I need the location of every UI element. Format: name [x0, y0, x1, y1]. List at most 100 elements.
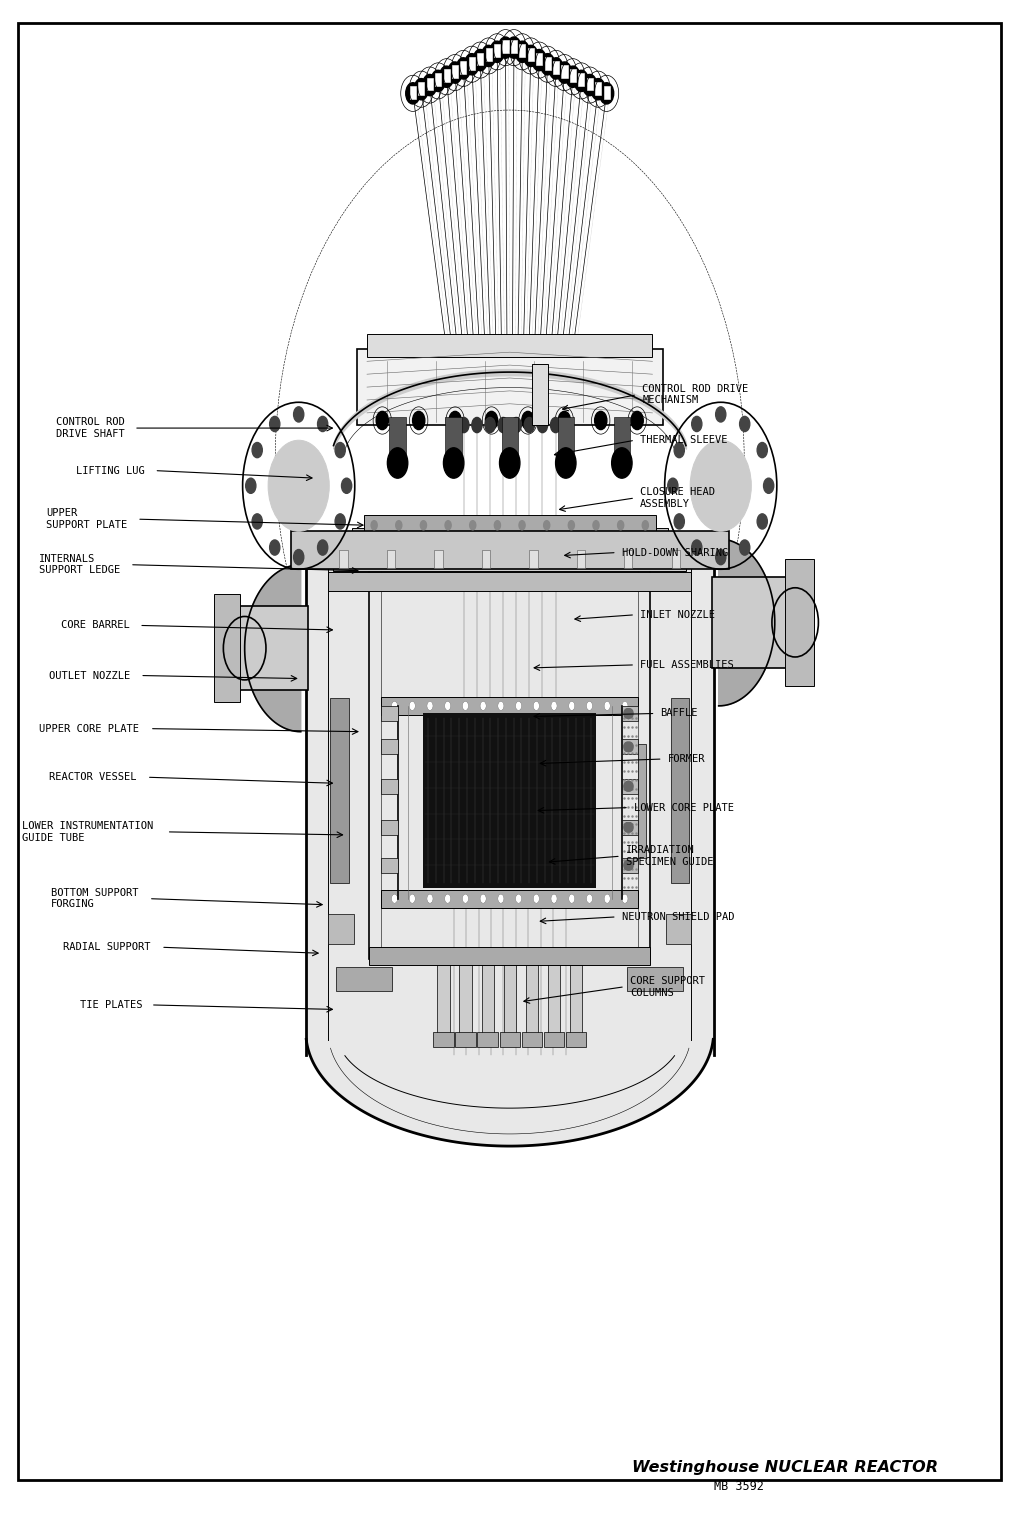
Bar [443, 70, 450, 82]
Bar [545, 56, 551, 70]
Bar [613, 417, 630, 463]
Circle shape [449, 411, 461, 430]
Bar [433, 1032, 454, 1047]
Text: NEUTRON SHIELD PAD: NEUTRON SHIELD PAD [622, 912, 734, 921]
Circle shape [523, 46, 538, 67]
Bar [329, 914, 353, 944]
Bar [381, 697, 638, 715]
Circle shape [443, 448, 464, 478]
Circle shape [410, 894, 416, 903]
Bar [622, 739, 638, 754]
Circle shape [568, 701, 574, 710]
Circle shape [480, 894, 486, 903]
Circle shape [624, 861, 630, 870]
Bar [389, 417, 406, 463]
Bar [548, 949, 560, 1040]
Text: OUTLET NOZZLE: OUTLET NOZZLE [49, 671, 130, 680]
Circle shape [587, 894, 593, 903]
Bar [410, 87, 416, 99]
Bar [494, 44, 500, 58]
Text: LIFTING LUG: LIFTING LUG [77, 466, 145, 475]
Circle shape [622, 894, 628, 903]
Bar [334, 546, 686, 571]
Bar [437, 949, 450, 1040]
Circle shape [757, 513, 767, 528]
Polygon shape [245, 565, 301, 732]
Bar [307, 546, 713, 1055]
Circle shape [414, 79, 428, 100]
Bar [504, 949, 516, 1040]
Text: CLOSURE HEAD
ASSEMBLY: CLOSURE HEAD ASSEMBLY [640, 487, 715, 509]
Circle shape [625, 742, 631, 751]
Circle shape [445, 521, 452, 530]
Bar [511, 39, 517, 53]
Bar [329, 572, 691, 591]
Bar [627, 967, 683, 991]
Circle shape [558, 411, 570, 430]
Bar [671, 698, 689, 883]
Circle shape [631, 411, 643, 430]
Text: FUEL ASSEMBLIES: FUEL ASSEMBLIES [640, 660, 734, 669]
Circle shape [463, 701, 468, 710]
Text: CONTROL ROD
DRIVE SHAFT: CONTROL ROD DRIVE SHAFT [56, 417, 125, 439]
Bar [521, 1032, 542, 1047]
Polygon shape [719, 539, 775, 706]
Circle shape [252, 443, 262, 457]
Bar [622, 858, 638, 873]
Circle shape [413, 411, 425, 430]
Circle shape [439, 67, 454, 88]
Circle shape [625, 823, 631, 832]
Circle shape [423, 74, 437, 96]
Circle shape [444, 701, 451, 710]
Bar [364, 515, 655, 536]
Circle shape [335, 513, 345, 528]
Circle shape [626, 823, 632, 832]
Text: INTERNALS
SUPPORT LEDGE: INTERNALS SUPPORT LEDGE [39, 554, 120, 575]
Bar [672, 550, 680, 568]
Bar [291, 531, 729, 569]
Bar [381, 779, 397, 794]
Circle shape [617, 521, 624, 530]
Circle shape [568, 521, 574, 530]
Circle shape [622, 701, 628, 710]
Bar [502, 417, 518, 463]
Circle shape [431, 70, 445, 91]
Bar [638, 744, 646, 858]
Circle shape [317, 540, 328, 556]
Circle shape [627, 861, 632, 870]
Bar [527, 49, 534, 61]
Circle shape [626, 709, 632, 718]
Circle shape [627, 709, 632, 718]
Circle shape [473, 50, 487, 71]
Circle shape [269, 416, 280, 431]
Circle shape [627, 742, 633, 751]
Text: MB 3592: MB 3592 [714, 1480, 764, 1492]
Bar [477, 1032, 498, 1047]
Bar [622, 820, 638, 835]
Circle shape [690, 440, 752, 531]
Circle shape [595, 411, 607, 430]
Circle shape [691, 540, 701, 556]
Circle shape [541, 53, 555, 74]
Bar [427, 77, 433, 91]
Circle shape [447, 62, 462, 83]
Circle shape [668, 478, 678, 493]
Circle shape [568, 894, 574, 903]
Circle shape [246, 478, 256, 493]
Bar [519, 44, 525, 58]
Bar [587, 77, 593, 91]
Text: RADIAL SUPPORT: RADIAL SUPPORT [63, 943, 151, 952]
Bar [418, 82, 424, 94]
Circle shape [387, 448, 408, 478]
Bar [381, 706, 397, 721]
Bar [485, 49, 492, 61]
Circle shape [625, 709, 631, 718]
Circle shape [534, 701, 540, 710]
Circle shape [499, 36, 513, 58]
Bar [481, 949, 494, 1040]
Circle shape [627, 861, 633, 870]
Bar [785, 559, 813, 686]
Circle shape [519, 521, 525, 530]
Bar [219, 606, 308, 689]
Circle shape [574, 70, 589, 91]
